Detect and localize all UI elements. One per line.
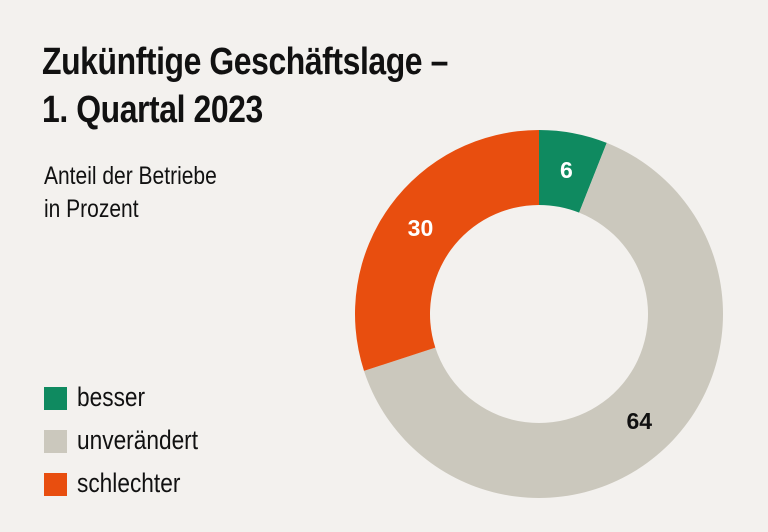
slice-unverändert xyxy=(364,142,724,498)
slice-schlechter xyxy=(355,130,539,371)
legend-swatch xyxy=(44,387,67,410)
data-label-unverändert: 64 xyxy=(626,408,652,434)
data-label-besser: 6 xyxy=(560,157,573,183)
title-line-1: Zukünftige Geschäftslage – xyxy=(42,41,448,83)
legend-label: besser xyxy=(77,382,146,412)
subtitle-line-2: in Prozent xyxy=(44,195,139,223)
legend-swatch xyxy=(44,473,67,496)
subtitle-line-1: Anteil der Betriebe xyxy=(44,162,217,190)
slice-besser xyxy=(539,130,607,213)
title-line-2: 1. Quartal 2023 xyxy=(42,89,263,131)
data-label-schlechter: 30 xyxy=(408,215,434,241)
legend-label: schlechter xyxy=(77,468,181,498)
legend-label: unverändert xyxy=(77,425,199,455)
legend-swatch xyxy=(44,430,67,453)
chart-subtitle: Anteil der Betriebe in Prozent xyxy=(44,160,217,226)
chart-title: Zukünftige Geschäftslage – 1. Quartal 20… xyxy=(42,38,448,134)
